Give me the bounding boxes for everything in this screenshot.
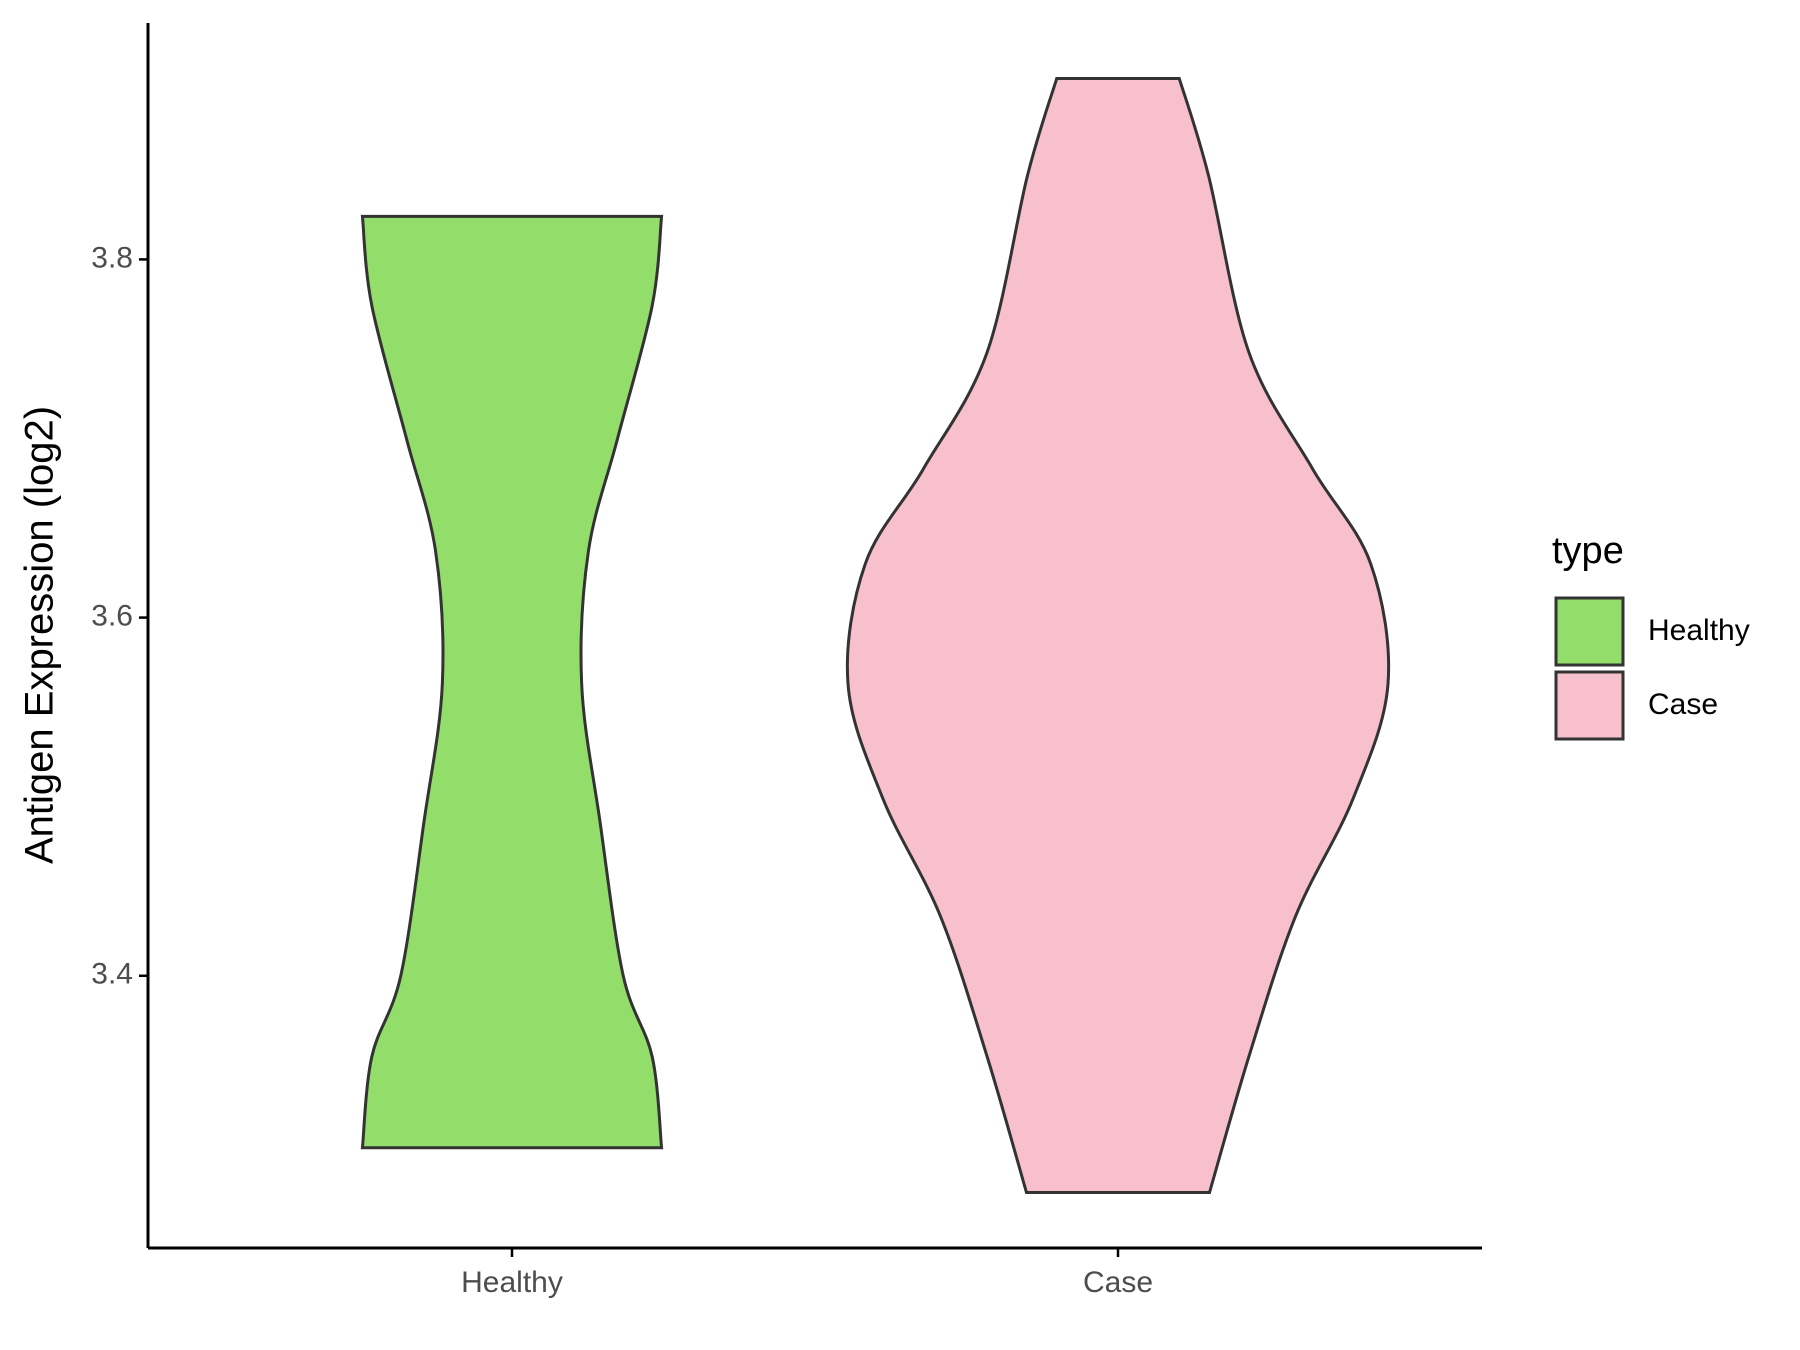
y-tick-label: 3.8 <box>91 241 133 274</box>
violin <box>360 214 664 1150</box>
y-tick-label: 3.6 <box>91 600 133 633</box>
y-axis-title: Antigen Expression (log2) <box>18 406 62 864</box>
legend-label: Case <box>1648 688 1718 721</box>
legend-key <box>1554 670 1625 741</box>
x-tick-label: Healthy <box>461 1266 563 1299</box>
violin <box>845 77 1391 1194</box>
x-tick-label: Case <box>1083 1266 1153 1299</box>
legend-key <box>1554 596 1625 667</box>
y-tick-label: 3.4 <box>91 958 133 991</box>
legend-title: type <box>1552 530 1624 572</box>
legend-label: Healthy <box>1648 614 1750 647</box>
